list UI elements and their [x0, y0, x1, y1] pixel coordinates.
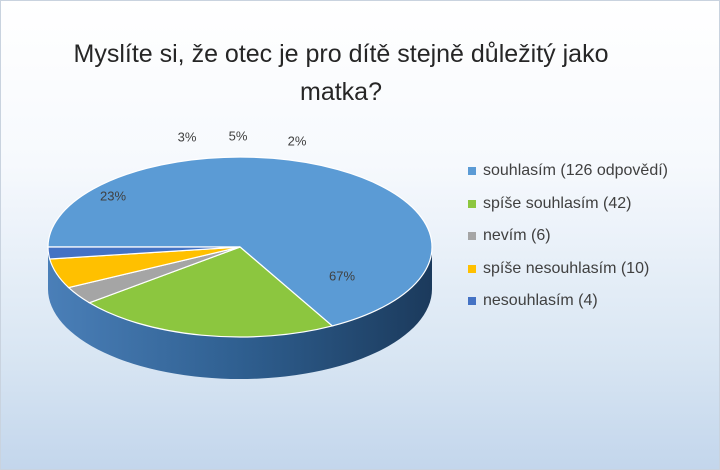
legend: souhlasím (126 odpovědí) spíše souhlasím …	[468, 155, 668, 318]
legend-item-3: nevím (6)	[468, 220, 668, 253]
pie-side-wall	[48, 247, 432, 379]
legend-label: spíše nesouhlasím (10)	[483, 259, 650, 277]
legend-swatch	[468, 264, 476, 273]
legend-swatch	[468, 199, 476, 208]
legend-swatch	[468, 297, 476, 306]
data-label-3: 3%	[178, 129, 197, 144]
legend-swatch	[468, 232, 476, 241]
legend-item-5: nesouhlasím (4)	[468, 285, 668, 318]
pie-slice-5	[47, 246, 241, 260]
legend-item-4: spíše nesouhlasím (10)	[468, 253, 668, 286]
legend-item-1: souhlasím (126 odpovědí)	[468, 155, 668, 188]
data-label-2: 23%	[100, 188, 126, 203]
legend-swatch	[468, 167, 476, 176]
legend-label: spíše souhlasím (42)	[483, 194, 632, 212]
data-label-5: 2%	[288, 133, 307, 148]
legend-item-2: spíše souhlasím (42)	[468, 188, 668, 221]
data-label-1: 67%	[329, 268, 355, 283]
legend-label: nevím (6)	[483, 227, 551, 245]
pie-slice-2	[87, 246, 334, 338]
legend-label: nesouhlasím (4)	[483, 292, 598, 310]
pie-slice-1	[47, 156, 433, 327]
legend-label: souhlasím (126 odpovědí)	[483, 162, 668, 180]
chart-title: Myslíte si, že otec je pro dítě stejně d…	[73, 40, 609, 106]
data-label-4: 5%	[229, 128, 248, 143]
